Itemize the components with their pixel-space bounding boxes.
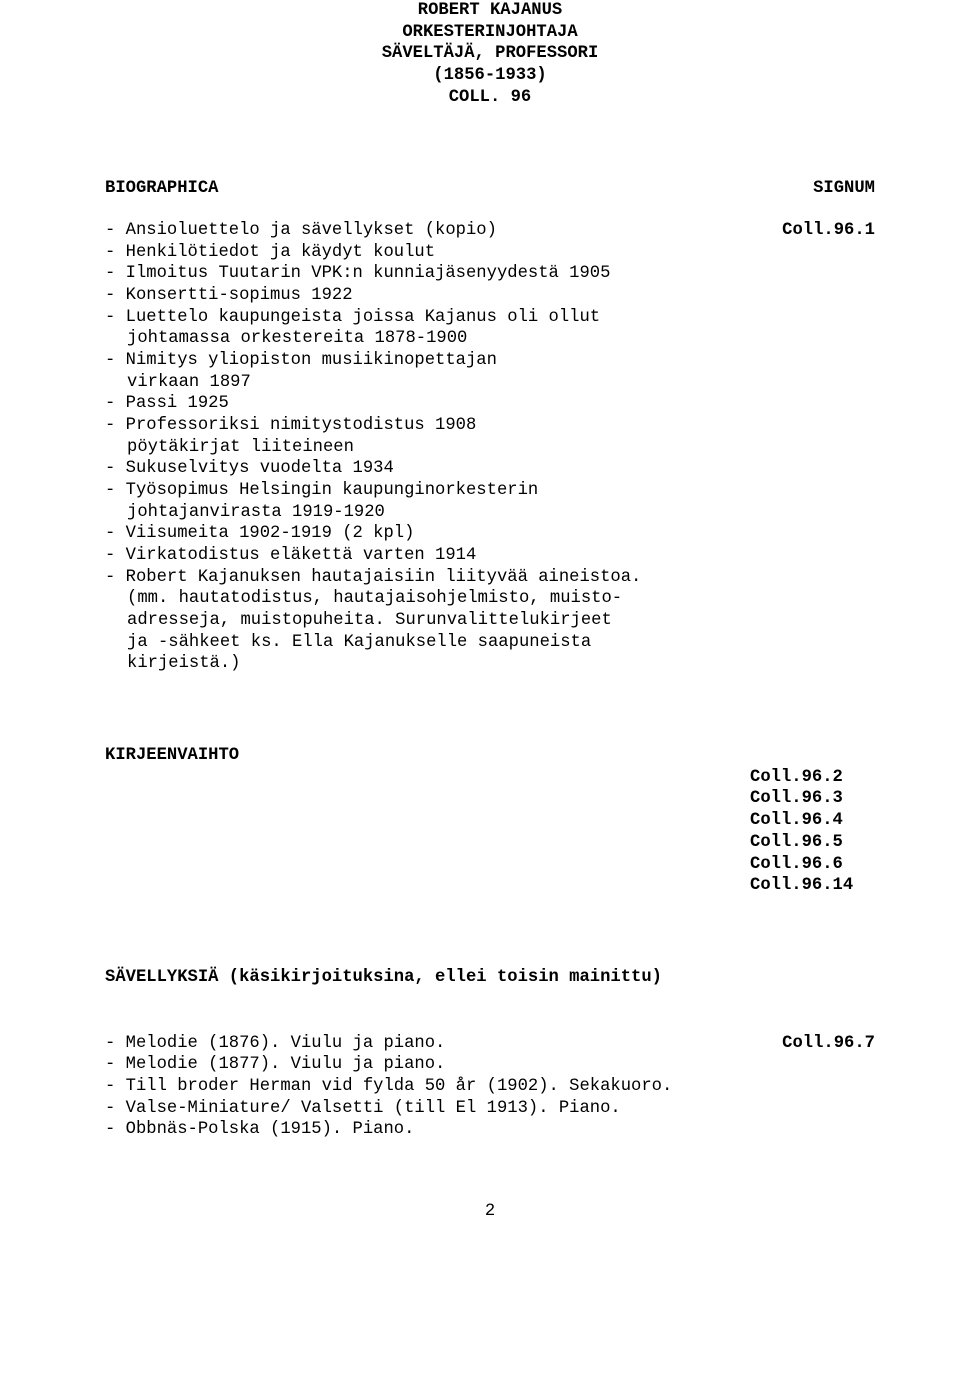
biographica-signum: Coll.96.1 [752,220,875,242]
kirje-signum: Coll.96.4 [750,810,875,832]
biographica-line: (mm. hautatodistus, hautajaisohjelmisto,… [105,588,875,610]
savel-lines: - Melodie (1877). Viulu ja piano.- Till … [105,1054,875,1141]
biographica-heading-row: BIOGRAPHICA SIGNUM [105,178,875,200]
biographica-first-entry: - Ansioluettelo ja sävellykset (kopio) C… [105,220,875,242]
kirje-signum: Coll.96.6 [750,854,875,876]
biographica-line: virkaan 1897 [105,372,875,394]
biographica-line: - Henkilötiedot ja käydyt koulut [105,242,875,264]
biographica-line: johtajanvirasta 1919-1920 [105,502,875,524]
biographica-lines: - Henkilötiedot ja käydyt koulut- Ilmoit… [105,242,875,675]
biographica-line: - Viisumeita 1902-1919 (2 kpl) [105,523,875,545]
savel-line: - Valse-Miniature/ Valsetti (till El 191… [105,1098,875,1120]
biographica-line: - Nimitys yliopiston musiikinopettajan [105,350,875,372]
kirje-signum: Coll.96.3 [750,788,875,810]
biographica-line: - Passi 1925 [105,393,875,415]
biographica-line: ja -sähkeet ks. Ella Kajanukselle saapun… [105,632,875,654]
header-line-4: (1856-1933) [105,65,875,87]
kirje-signum: Coll.96.14 [750,875,875,897]
biographica-heading: BIOGRAPHICA [105,178,783,200]
savel-line: - Till broder Herman vid fylda 50 år (19… [105,1076,875,1098]
savel-section: SÄVELLYKSIÄ (käsikirjoituksina, ellei to… [105,967,875,1141]
biographica-first-line: - Ansioluettelo ja sävellykset (kopio) [105,220,752,242]
biographica-line: - Työsopimus Helsingin kaupunginorkester… [105,480,875,502]
header-line-3: SÄVELTÄJÄ, PROFESSORI [105,43,875,65]
header-line-2: ORKESTERINJOHTAJA [105,22,875,44]
biographica-line: - Virkatodistus eläkettä varten 1914 [105,545,875,567]
biographica-section: BIOGRAPHICA SIGNUM - Ansioluettelo ja sä… [105,178,875,675]
biographica-line: - Professoriksi nimitystodistus 1908 [105,415,875,437]
savel-signum: Coll.96.7 [752,1033,875,1055]
kirje-heading: KIRJEENVAIHTO [105,745,875,767]
kirje-signum: Coll.96.5 [750,832,875,854]
biographica-line: - Konsertti-sopimus 1922 [105,285,875,307]
biographica-line: johtamassa orkestereita 1878-1900 [105,328,875,350]
savel-line: - Obbnäs-Polska (1915). Piano. [105,1119,875,1141]
kirje-signum: Coll.96.2 [750,767,875,789]
biographica-line: - Luettelo kaupungeista joissa Kajanus o… [105,307,875,329]
header-line-1: ROBERT KAJANUS [105,0,875,22]
biographica-line: adresseja, muistopuheita. Surunvalittelu… [105,610,875,632]
header-block: ROBERT KAJANUS ORKESTERINJOHTAJA SÄVELTÄ… [105,0,875,108]
savel-first-line: - Melodie (1876). Viulu ja piano. [105,1033,752,1055]
header-line-5: COLL. 96 [105,87,875,109]
kirje-section: KIRJEENVAIHTO Coll.96.2Coll.96.3Coll.96.… [105,745,875,897]
kirje-signums: Coll.96.2Coll.96.3Coll.96.4Coll.96.5Coll… [750,767,875,897]
biographica-line: - Ilmoitus Tuutarin VPK:n kunniajäsenyyd… [105,263,875,285]
savel-line: - Melodie (1877). Viulu ja piano. [105,1054,875,1076]
biographica-line: pöytäkirjat liiteineen [105,437,875,459]
biographica-line: - Sukuselvitys vuodelta 1934 [105,458,875,480]
biographica-line: kirjeistä.) [105,653,875,675]
signum-label: SIGNUM [783,178,875,200]
savel-first-entry: - Melodie (1876). Viulu ja piano. Coll.9… [105,1033,875,1055]
page-number: 2 [105,1201,875,1223]
savel-heading: SÄVELLYKSIÄ (käsikirjoituksina, ellei to… [105,967,875,989]
biographica-line: - Robert Kajanuksen hautajaisiin liityvä… [105,567,875,589]
